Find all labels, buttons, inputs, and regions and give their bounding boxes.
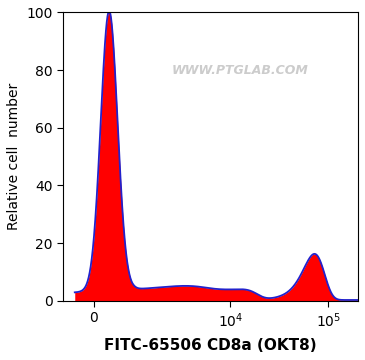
Text: WWW.PTGLAB.COM: WWW.PTGLAB.COM xyxy=(172,64,308,77)
X-axis label: FITC-65506 CD8a (OKT8): FITC-65506 CD8a (OKT8) xyxy=(104,338,317,353)
Y-axis label: Relative cell  number: Relative cell number xyxy=(7,83,21,230)
